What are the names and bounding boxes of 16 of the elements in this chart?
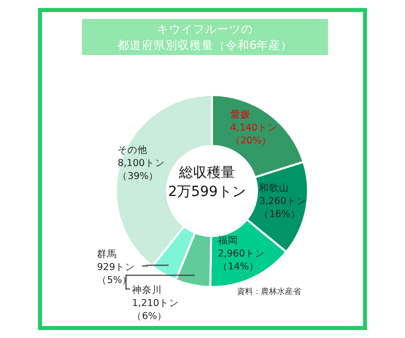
text: 資料：農林水産省 [237, 286, 301, 297]
text: 総収穫量 2万599トン [167, 165, 247, 202]
data-label: 1,210トン（6%） [132, 298, 180, 322]
slice-label: 愛媛 [230, 108, 250, 121]
data-label: 4,140トン（20%） [230, 122, 278, 147]
chart-subtitle: 都道府県別収穫量（令和6年産） [116, 37, 294, 53]
slice-label: 神奈川 [132, 284, 162, 296]
data-label: 3,260トン（16%） [259, 196, 306, 220]
slice-label: その他 [118, 144, 148, 156]
chart-title: キウイフルーツの [156, 21, 254, 37]
data-label: 929トン（5%） [97, 262, 136, 286]
slice-label: 福岡 [218, 234, 238, 247]
slice-label: 和歌山 [259, 182, 290, 194]
data-label: 8,100トン（39%） [118, 158, 165, 182]
data-label: 2,960トン（14%） [218, 248, 266, 273]
slice-label: 群馬 [97, 248, 117, 260]
